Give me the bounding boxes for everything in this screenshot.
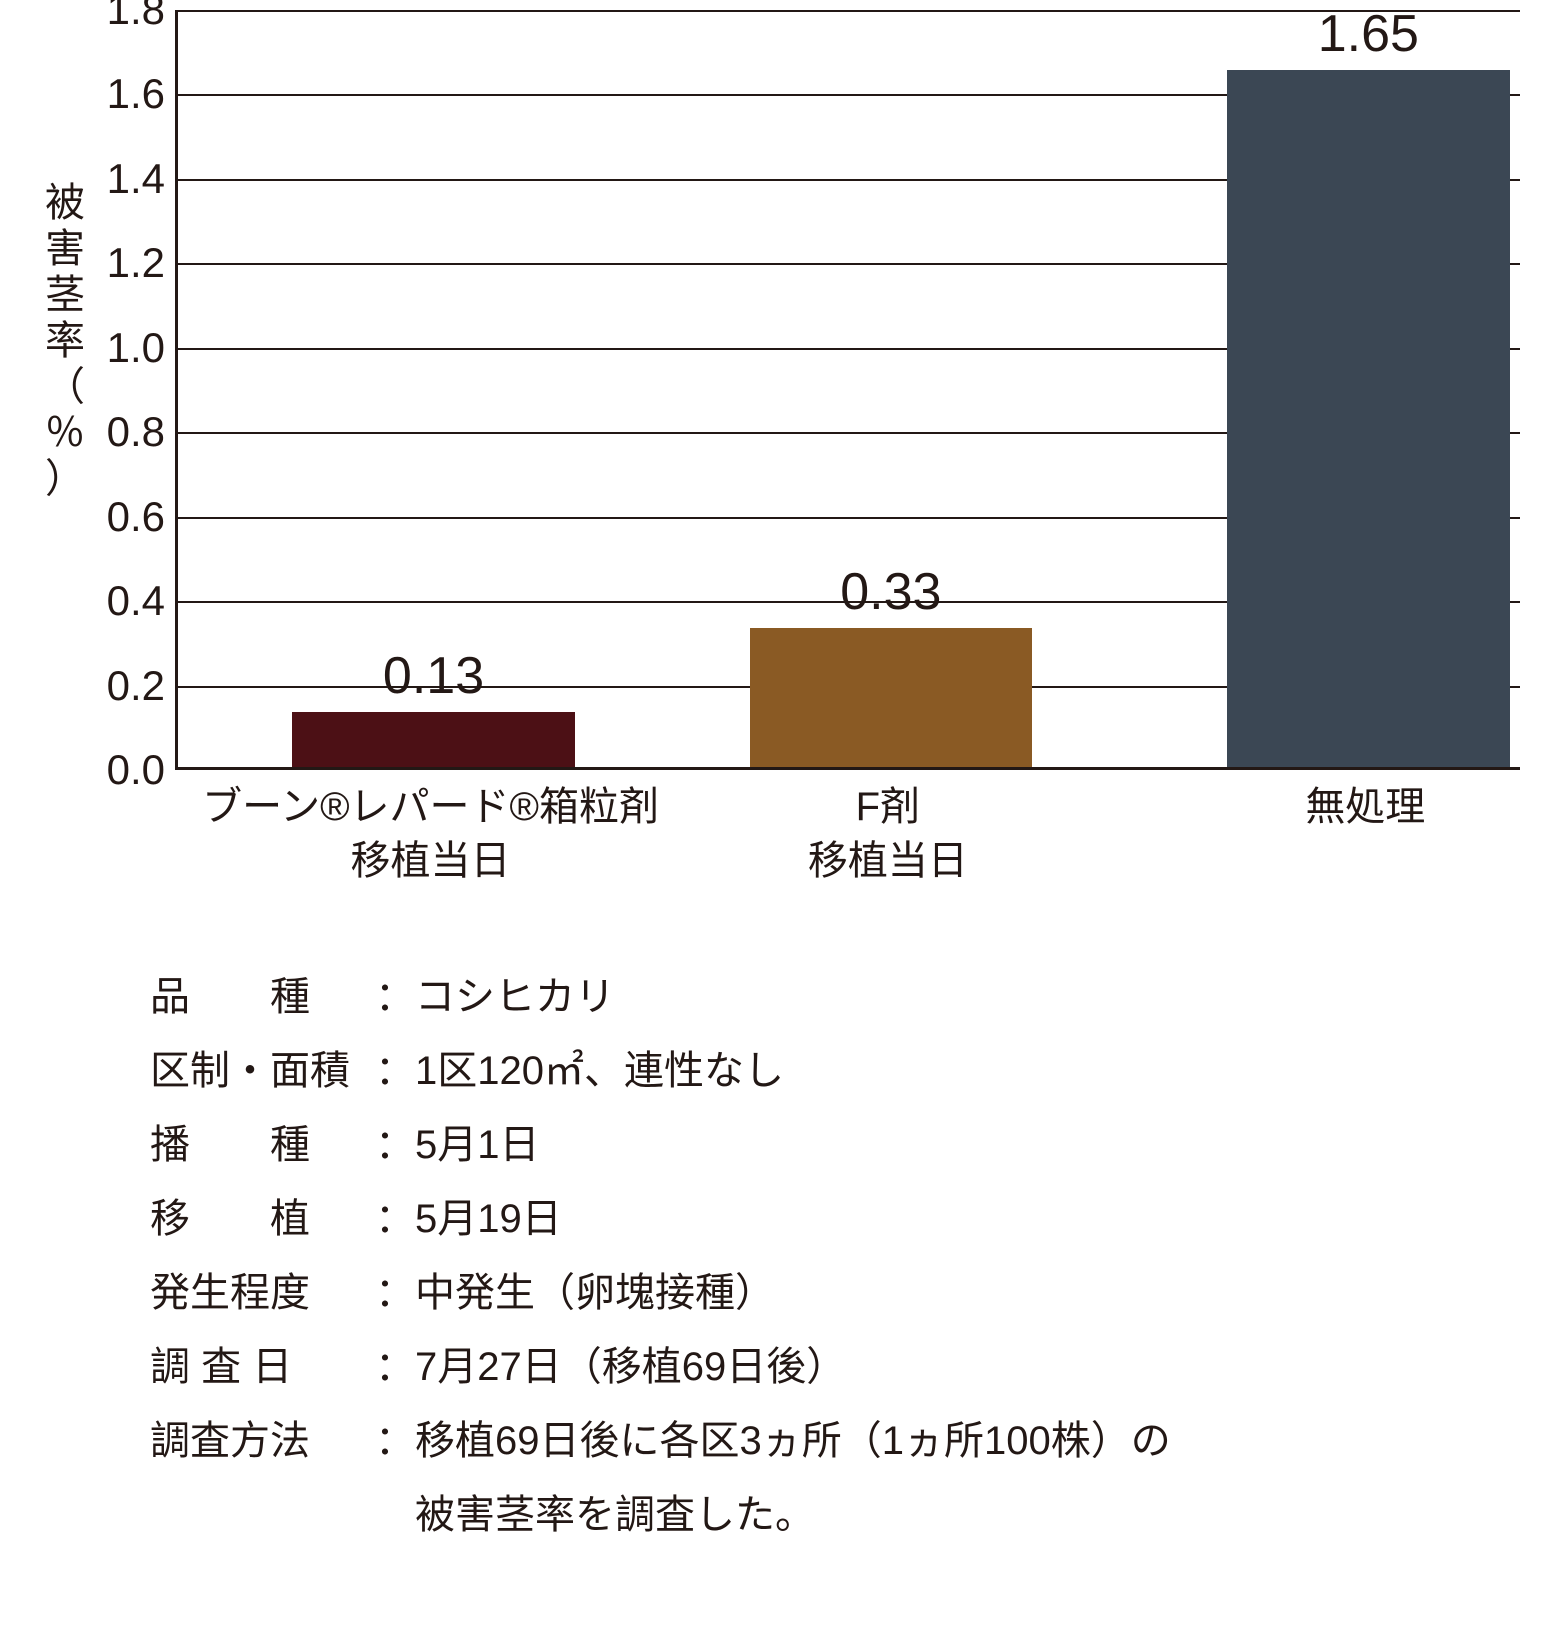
- x-label-line: 移植当日: [808, 834, 968, 888]
- x-label-line: ブーン®レパード®箱粒剤: [202, 780, 659, 834]
- note-label: 品 種: [150, 960, 375, 1034]
- x-label-line: F剤: [808, 780, 968, 834]
- note-row: 調 査 日：7月27日（移植69日後）: [150, 1330, 1450, 1404]
- y-tick-label: 0.0: [65, 746, 165, 794]
- chart-area: 被害茎率（％） 0.00.20.40.60.81.01.21.41.61.8 0…: [40, 0, 1520, 880]
- plot-area: 0.13 0.33 1.65: [175, 10, 1520, 770]
- bar-0: 0.13: [292, 712, 574, 767]
- note-separator: ：: [375, 960, 415, 1034]
- note-label: 移 植: [150, 1182, 375, 1256]
- note-value: コシヒカリ: [415, 960, 1450, 1034]
- note-value: 5月19日: [415, 1182, 1450, 1256]
- note-value: 中発生（卵塊接種）: [415, 1256, 1450, 1330]
- note-separator: ：: [375, 1256, 415, 1330]
- note-continuation: 被害茎率を調査した。: [415, 1478, 1450, 1552]
- bar-value-label: 1.65: [1318, 4, 1419, 64]
- y-tick-label: 1.4: [65, 155, 165, 203]
- x-axis-label-0: ブーン®レパード®箱粒剤移植当日: [202, 780, 659, 888]
- note-row: 播 種：5月1日: [150, 1108, 1450, 1182]
- note-value: 7月27日（移植69日後）: [415, 1330, 1450, 1404]
- note-row: 区制・面積：1区120㎡、連性なし: [150, 1034, 1450, 1108]
- y-tick-label: 0.8: [65, 408, 165, 456]
- note-row: 品 種：コシヒカリ: [150, 960, 1450, 1034]
- y-tick-label: 1.6: [65, 70, 165, 118]
- bar-value-label: 0.33: [840, 562, 941, 622]
- note-label: 区制・面積: [150, 1034, 375, 1108]
- note-label: 播 種: [150, 1108, 375, 1182]
- note-label: 発生程度: [150, 1256, 375, 1330]
- note-row: 調査方法：移植69日後に各区3ヵ所（1ヵ所100株）の: [150, 1404, 1450, 1478]
- note-separator: ：: [375, 1182, 415, 1256]
- note-label: 調 査 日: [150, 1330, 375, 1404]
- note-row: 移 植：5月19日: [150, 1182, 1450, 1256]
- note-separator: ：: [375, 1330, 415, 1404]
- bar-1: 0.33: [750, 628, 1032, 767]
- note-value: 1区120㎡、連性なし: [415, 1034, 1450, 1108]
- x-label-line: 移植当日: [202, 834, 659, 888]
- x-axis-label-2: 無処理: [1305, 780, 1425, 834]
- notes-block: 品 種：コシヒカリ区制・面積：1区120㎡、連性なし播 種：5月1日移 植：5月…: [150, 960, 1450, 1552]
- note-separator: ：: [375, 1108, 415, 1182]
- y-tick-label: 0.4: [65, 577, 165, 625]
- note-row: 発生程度：中発生（卵塊接種）: [150, 1256, 1450, 1330]
- bar-2: 1.65: [1227, 70, 1509, 767]
- note-separator: ：: [375, 1404, 415, 1478]
- y-tick-label: 0.6: [65, 493, 165, 541]
- note-value: 移植69日後に各区3ヵ所（1ヵ所100株）の: [415, 1404, 1450, 1478]
- x-axis-label-1: F剤移植当日: [808, 780, 968, 888]
- y-tick-label: 1.0: [65, 324, 165, 372]
- note-separator: ：: [375, 1034, 415, 1108]
- bar-value-label: 0.13: [383, 646, 484, 706]
- y-tick-label: 0.2: [65, 662, 165, 710]
- y-tick-label: 1.8: [65, 0, 165, 34]
- note-value: 5月1日: [415, 1108, 1450, 1182]
- y-tick-label: 1.2: [65, 239, 165, 287]
- bars-group: 0.13 0.33 1.65: [178, 10, 1520, 767]
- x-label-line: 無処理: [1305, 780, 1425, 834]
- note-label: 調査方法: [150, 1404, 375, 1478]
